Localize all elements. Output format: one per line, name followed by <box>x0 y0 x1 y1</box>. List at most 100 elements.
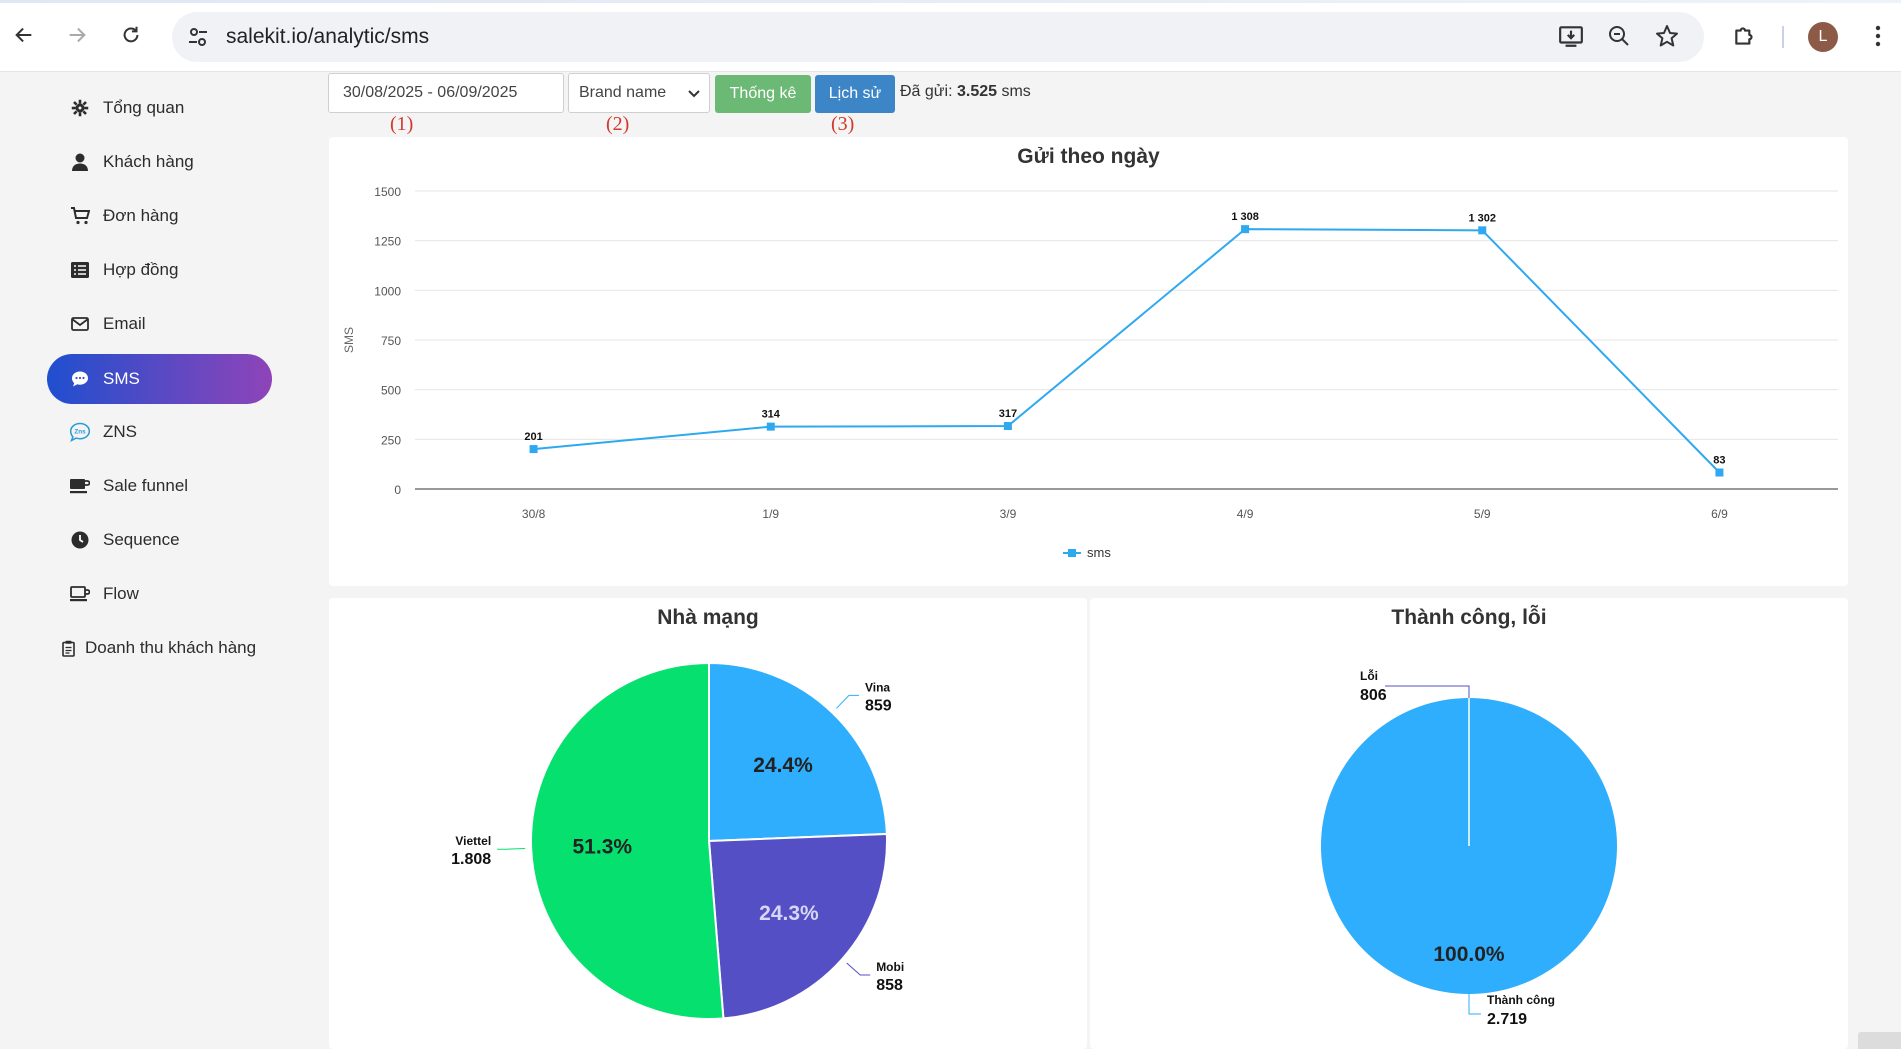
date-range-input[interactable]: 30/08/2025 - 06/09/2025 <box>328 73 564 113</box>
bookmark-button[interactable] <box>1653 22 1681 50</box>
series-line-sms <box>533 228 1721 474</box>
pie-percent-label: 51.3% <box>573 835 633 858</box>
data-point <box>1003 422 1012 431</box>
sidebar-item-zns[interactable]: Zns ZNS <box>47 407 272 457</box>
legend-marker <box>1068 549 1076 557</box>
pie-slice-viettel <box>530 661 725 1020</box>
sidebar-item-customer-revenue[interactable]: Doanh thu khách hàng <box>47 623 272 673</box>
cart-icon <box>69 205 91 227</box>
sidebar-item-flow[interactable]: Flow <box>47 569 272 619</box>
sidebar-item-customers[interactable]: Khách hàng <box>47 137 272 187</box>
pie-slice-vina <box>708 661 888 843</box>
url-text[interactable]: salekit.io/analytic/sms <box>226 25 430 48</box>
sidebar-item-sequence[interactable]: Sequence <box>47 515 272 565</box>
x-tick-label: 1/9 <box>762 507 779 521</box>
flow-icon <box>69 583 91 605</box>
sidebar-item-sms[interactable]: SMS <box>47 354 272 404</box>
success-error-pie-chart: 100.0% Lỗi 806 Thành công 2.719 <box>1320 668 1617 1028</box>
sidebar-item-label: Flow <box>103 584 139 603</box>
scrollbar-corner[interactable] <box>1858 1032 1901 1049</box>
brand-name-select[interactable]: Brand name <box>568 73 710 113</box>
chart-title: Thành công, lỗi <box>1391 606 1547 629</box>
y-tick-label: 1000 <box>374 284 401 298</box>
arrow-left-icon <box>15 27 32 43</box>
sent-unit: sms <box>1001 83 1031 100</box>
data-label: 1 302 <box>1468 212 1496 224</box>
history-button[interactable]: Lịch sử <box>815 75 895 113</box>
sidebar-item-label: SMS <box>103 369 140 388</box>
back-button[interactable] <box>8 19 40 51</box>
sidebar-item-email[interactable]: Email <box>47 299 272 349</box>
data-point <box>529 445 538 454</box>
zoom-out-icon <box>1609 26 1629 46</box>
sent-summary: Đã gửi: 3.525 sms <box>900 83 1031 101</box>
y-tick-label: 1250 <box>374 235 401 249</box>
browser-menu-button[interactable] <box>1864 22 1892 50</box>
data-label: 201 <box>524 431 542 443</box>
pie-connector <box>1468 994 1481 1015</box>
svg-text:Zns: Zns <box>74 429 86 436</box>
zns-icon: Zns <box>69 421 91 443</box>
browser-toolbar: salekit.io/analytic/sms L <box>0 0 1901 72</box>
sidebar-item-sale-funnel[interactable]: Sale funnel <box>47 461 272 511</box>
chart-title: Gửi theo ngày <box>1017 145 1160 168</box>
tab-strip-edge <box>0 0 1901 3</box>
pie-percent-label: 100.0% <box>1433 943 1505 966</box>
install-app-button[interactable] <box>1557 22 1585 50</box>
profile-avatar[interactable]: L <box>1808 22 1838 52</box>
pie-slice-name: Lỗi <box>1360 668 1378 683</box>
pie-slice-value: 859 <box>865 697 892 714</box>
sidebar-item-contracts[interactable]: Hợp đồng <box>47 245 272 295</box>
sidebar-item-overview[interactable]: Tổng quan <box>47 83 272 133</box>
sidebar-item-label: Email <box>103 314 146 333</box>
user-icon <box>69 151 91 173</box>
sidebar <box>0 72 300 1049</box>
pie-slice-name: Thành công <box>1487 993 1555 1007</box>
pie-slice-name: Vina <box>865 680 890 694</box>
chart-title: Nhà mạng <box>657 606 759 629</box>
sidebar-item-label: Hợp đồng <box>103 260 179 279</box>
chat-icon <box>69 368 91 390</box>
pie-slice-value: 2.719 <box>1487 1011 1527 1028</box>
reload-icon <box>123 26 139 43</box>
site-settings-icon[interactable] <box>186 25 210 49</box>
address-bar[interactable]: salekit.io/analytic/sms <box>172 12 1704 62</box>
annotation-marker-1: (1) <box>390 113 414 135</box>
data-label: 83 <box>1713 455 1725 467</box>
arrow-right-icon <box>69 27 86 43</box>
data-label: 314 <box>762 409 781 421</box>
sidebar-item-label: Doanh thu khách hàng <box>85 638 257 657</box>
y-tick-label: 1500 <box>374 185 401 199</box>
pie-slice-value: 1.808 <box>451 851 491 868</box>
y-tick-label: 500 <box>381 384 401 398</box>
daily-sends-card: Gửi theo ngày 0 250 500 750 1000 1250 1500 SMS 3… <box>329 137 1848 586</box>
data-label: 1 308 <box>1231 211 1259 223</box>
pie-slice-value: 806 <box>1360 687 1387 704</box>
legend-label-sms: sms <box>1087 545 1111 560</box>
sidebar-item-label: Sale funnel <box>103 476 189 495</box>
reload-button[interactable] <box>115 19 147 51</box>
pie-connector <box>846 962 871 976</box>
pie-slice-name: Viettel <box>455 834 491 848</box>
list-icon <box>69 259 91 281</box>
zoom-button[interactable] <box>1605 22 1633 50</box>
data-point <box>766 422 775 431</box>
carrier-pie-chart: 24.4% Vina 859 24.3% Mobi 858 51.3% Viettel 1.80… <box>451 661 904 1020</box>
x-tick-label: 6/9 <box>1711 507 1728 521</box>
sidebar-item-label: Tổng quan <box>103 98 185 117</box>
x-tick-label: 5/9 <box>1474 507 1491 521</box>
forward-button[interactable] <box>61 19 93 51</box>
sidebar-item-label: Sequence <box>103 530 180 549</box>
pie-slice-name: Mobi <box>876 960 904 974</box>
extensions-button[interactable] <box>1731 22 1759 50</box>
carrier-card: Nhà mạng 24.4% Vina 859 24.3% Mobi 858 51.3% Vi… <box>329 598 1087 1049</box>
statistics-button[interactable]: Thống kê <box>715 75 811 113</box>
sent-prefix: Đã gửi: <box>900 83 953 100</box>
clock-icon <box>69 529 91 551</box>
funnel-icon <box>69 475 91 497</box>
y-tick-label: 250 <box>381 433 401 447</box>
x-tick-label: 30/8 <box>522 507 546 521</box>
daily-sends-line-chart: 0 250 500 750 1000 1250 1500 SMS 30/8 1/9 3/9 4/9 5/… <box>342 185 1838 560</box>
sidebar-item-label: Khách hàng <box>103 152 194 171</box>
sidebar-item-orders[interactable]: Đơn hàng <box>47 191 272 241</box>
